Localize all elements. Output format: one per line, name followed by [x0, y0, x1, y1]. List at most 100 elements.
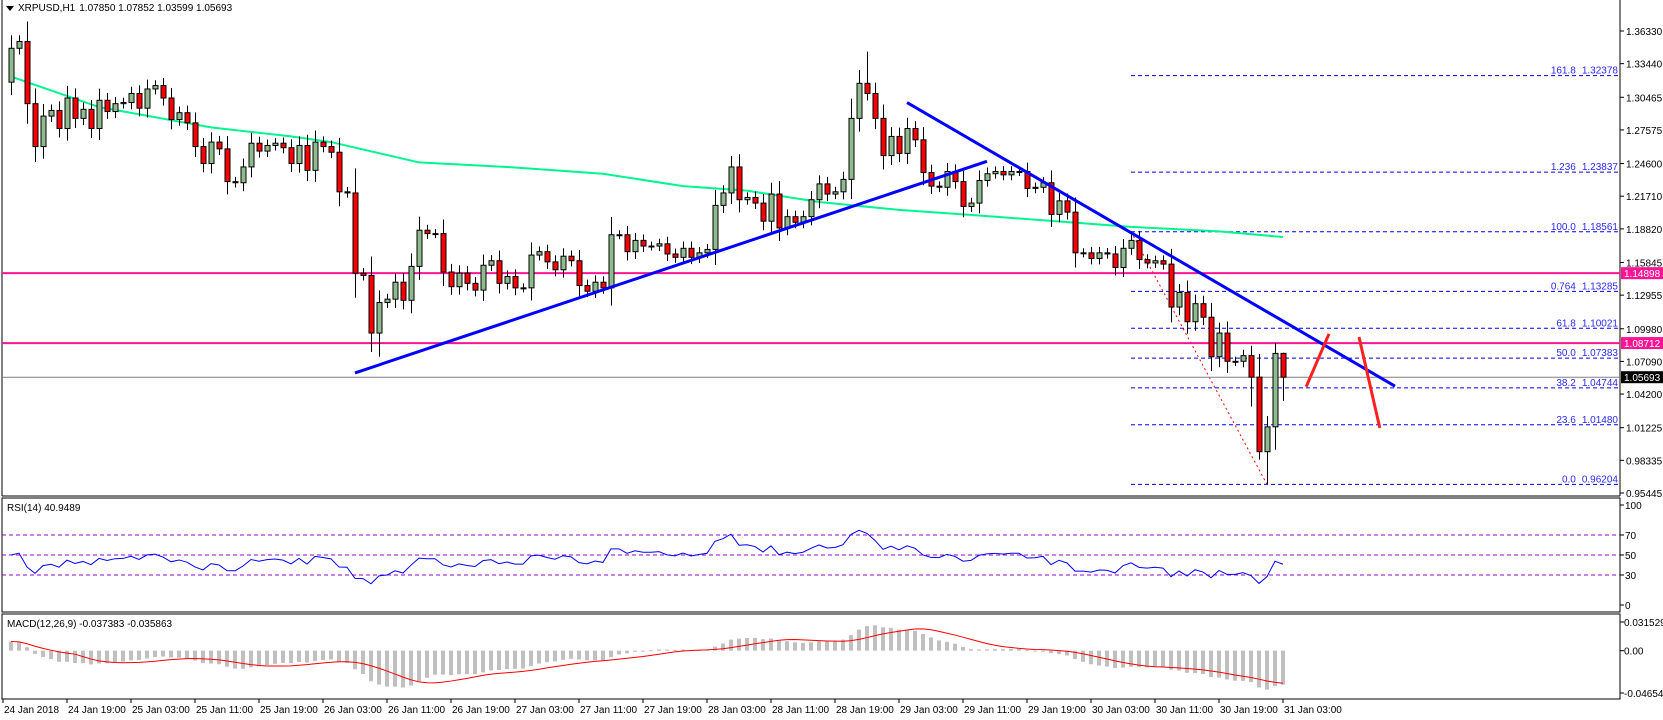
price-axis-label: 1.27575 — [1626, 126, 1663, 137]
candle-body — [728, 166, 735, 194]
fib-price: 1.10021 — [1582, 318, 1619, 329]
price-axis-label: 1.12955 — [1626, 291, 1663, 302]
macd-histogram-bar — [905, 629, 909, 651]
candle-body — [360, 272, 367, 276]
candle — [920, 127, 927, 186]
candle-body — [864, 82, 871, 94]
candle-body — [664, 243, 671, 255]
fib-level-label: 61.8 1.10021 — [1556, 318, 1618, 329]
candle — [744, 192, 751, 205]
candle-body — [496, 260, 503, 284]
macd-histogram-bar — [17, 642, 21, 651]
current-price-tag — [1621, 371, 1663, 384]
candle-body — [184, 112, 191, 124]
fib-ratio: 23.6 — [1556, 415, 1576, 426]
macd-histogram-bar — [393, 650, 397, 687]
candle-body — [272, 142, 279, 146]
time-axis-label: 28 Jan 03:00 — [708, 705, 766, 716]
candle-body — [720, 192, 727, 206]
price-axis-label: 0.95445 — [1626, 489, 1663, 500]
fib-price: 1.07383 — [1582, 348, 1619, 359]
fib-level-label: 100.0 1.18561 — [1551, 222, 1619, 233]
candle-body — [776, 193, 783, 229]
macd-histogram-bar — [497, 650, 501, 671]
macd-histogram-bar — [841, 639, 845, 651]
trendline — [354, 159, 988, 375]
fib-price: 1.04744 — [1582, 378, 1619, 389]
candle — [760, 194, 767, 231]
candle-body — [912, 128, 919, 141]
candle-body — [216, 141, 223, 150]
candle — [984, 167, 991, 187]
fib-level-label: 50.0 1.07383 — [1556, 348, 1618, 359]
macd-histogram-bar — [25, 647, 29, 651]
macd-histogram-bar — [641, 650, 645, 652]
macd-histogram-bar — [1041, 650, 1045, 652]
macd-histogram-bar — [769, 638, 773, 651]
macd-signal-line — [10, 628, 1284, 684]
candle-body — [856, 82, 863, 119]
candle-body — [48, 109, 55, 117]
candle-body — [16, 41, 23, 49]
candle — [512, 269, 519, 296]
candle-body — [248, 142, 255, 168]
macd-histogram-bar — [977, 649, 981, 651]
candle-body — [936, 185, 943, 188]
macd-histogram-bar — [1185, 650, 1189, 673]
macd-histogram-bar — [1129, 650, 1133, 667]
candle-body — [816, 183, 823, 201]
candle — [672, 248, 679, 263]
macd-histogram-bar — [825, 640, 829, 651]
macd-histogram-bar — [353, 650, 357, 670]
candle-body — [1096, 252, 1103, 259]
macd-histogram-bar — [1017, 648, 1021, 651]
macd-histogram-bar — [633, 650, 637, 652]
candle-body — [640, 239, 647, 247]
candle — [528, 242, 535, 301]
candle-body — [752, 196, 759, 204]
candle — [720, 185, 727, 213]
candle — [1168, 248, 1175, 323]
candle — [1112, 246, 1119, 276]
candle-body — [88, 108, 95, 130]
candle — [824, 176, 831, 202]
dropdown-triangle-icon[interactable] — [6, 6, 14, 11]
candle — [944, 162, 951, 196]
candle-body — [976, 179, 983, 204]
candle — [864, 51, 871, 101]
candle — [656, 238, 663, 252]
candle — [1032, 182, 1039, 194]
current-price-label: 1.05693 — [1624, 373, 1661, 384]
candle — [728, 155, 735, 204]
macd-histogram-bar — [241, 650, 245, 669]
macd-histogram-bar — [361, 650, 365, 675]
fib-price: 0.96204 — [1582, 474, 1619, 485]
macd-histogram-bar — [609, 650, 613, 658]
candle-body — [1192, 303, 1199, 323]
candle-body — [352, 192, 359, 274]
macd-histogram-bar — [1281, 650, 1285, 685]
candle-body — [264, 144, 271, 152]
fib-ratio: 0.0 — [1562, 474, 1576, 485]
candle-body — [896, 135, 903, 154]
candle — [56, 101, 63, 138]
fib-ratio: 61.8 — [1556, 318, 1576, 329]
candle-body — [8, 47, 15, 83]
candle — [1064, 193, 1071, 220]
annotation-stroke — [1357, 336, 1382, 429]
candle-body — [1080, 252, 1087, 255]
candle — [368, 256, 375, 352]
macd-histogram-bar — [777, 640, 781, 651]
candle-body — [1032, 186, 1039, 189]
candle — [520, 283, 527, 293]
fib-price: 1.01480 — [1582, 415, 1619, 426]
candle-body — [72, 97, 79, 119]
candle — [280, 137, 287, 154]
candle — [384, 293, 391, 308]
candle-body — [960, 181, 967, 207]
macd-histogram-bar — [89, 650, 93, 665]
macd-histogram-bar — [945, 641, 949, 651]
macd-histogram-bar — [193, 650, 197, 661]
candle — [216, 135, 223, 156]
